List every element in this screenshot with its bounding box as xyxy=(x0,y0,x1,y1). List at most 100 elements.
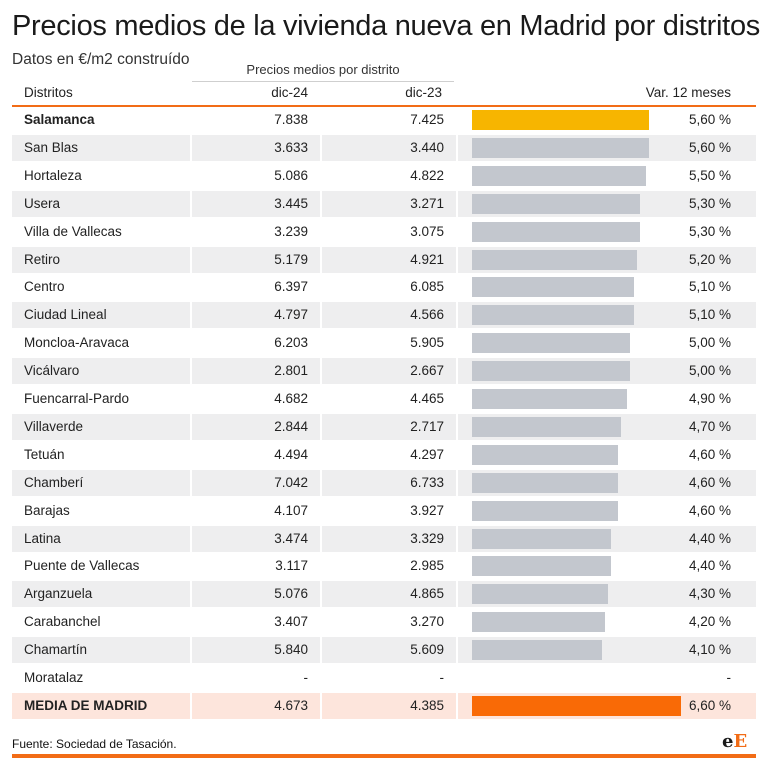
price-dic24: 6.203 xyxy=(274,335,308,351)
variation-label: 5,20 % xyxy=(688,251,731,267)
variation-cell: 5,00 % xyxy=(458,330,756,356)
variation-label: 4,10 % xyxy=(688,642,731,658)
district-name: Retiro xyxy=(12,246,190,273)
district-name: Centro xyxy=(24,279,65,295)
price-dic24: 7.042 xyxy=(192,469,320,496)
price-dic23: 7.425 xyxy=(410,112,444,127)
price-dic23: 4.822 xyxy=(410,167,444,183)
variation-cell: 5,20 % xyxy=(458,246,756,273)
price-dic24: 3.239 xyxy=(274,223,308,239)
variation-label: - xyxy=(726,670,732,685)
group-header: Precios medios por distrito xyxy=(192,62,454,82)
variation-label: 5,30 % xyxy=(688,195,731,211)
district-name: Puente de Vallecas xyxy=(24,558,140,574)
district-name: Ciudad Lineal xyxy=(12,302,190,329)
variation-label: 4,60 % xyxy=(688,474,731,490)
variation-bar xyxy=(472,193,640,214)
price-dic24: 5.179 xyxy=(192,246,320,273)
table-row: Chamartín 5.840 5.609 4,10 % xyxy=(12,637,756,665)
price-dic23: 6.733 xyxy=(322,469,456,496)
price-dic23: - xyxy=(439,670,445,685)
table-row: Retiro 5.179 4.921 5,20 % xyxy=(12,246,756,275)
table-row: Moncloa-Aravaca 6.203 5.905 5,00 % xyxy=(12,330,756,358)
price-dic24: 4.673 xyxy=(192,692,320,719)
variation-bar xyxy=(472,361,631,382)
price-dic23: 4.465 xyxy=(410,391,444,406)
variation-bar xyxy=(472,333,631,354)
table-row: Barajas 4.107 3.927 4,60 % xyxy=(12,498,756,526)
price-dic23: 3.271 xyxy=(322,190,456,217)
variation-label: 5,30 % xyxy=(688,223,731,239)
price-dic24: 2.844 xyxy=(192,413,320,440)
variation-cell: 4,70 % xyxy=(458,413,756,440)
variation-bar xyxy=(472,165,647,186)
price-dic23: 2.667 xyxy=(322,358,456,385)
district-name: Villa de Vallecas xyxy=(24,223,122,239)
district-name: Villaverde xyxy=(12,413,190,440)
price-dic23: 2.985 xyxy=(410,558,444,574)
table-row: Hortaleza 5.086 4.822 5,50 % xyxy=(12,163,756,191)
variation-label: 4,30 % xyxy=(688,586,731,602)
district-name: Chamberí xyxy=(12,469,190,496)
variation-cell: 5,60 % xyxy=(458,107,756,133)
variation-label: 5,50 % xyxy=(688,167,731,183)
publisher-logo: eE xyxy=(722,731,748,752)
price-dic24: 3.445 xyxy=(192,190,320,217)
price-dic24: - xyxy=(303,670,309,685)
price-dic24: 5.076 xyxy=(192,581,320,608)
variation-cell: 4,60 % xyxy=(458,469,756,496)
price-dic24: 3.117 xyxy=(275,558,308,574)
price-dic24: 5.840 xyxy=(192,637,320,664)
district-name: Tetuán xyxy=(24,446,65,462)
variation-bar xyxy=(472,110,650,130)
variation-bar xyxy=(472,249,637,270)
variation-cell: 6,60 % xyxy=(458,692,756,719)
variation-label: 5,60 % xyxy=(688,139,731,155)
variation-cell: 5,10 % xyxy=(458,274,756,300)
table-row: Centro 6.397 6.085 5,10 % xyxy=(12,274,756,302)
variation-label: 4,40 % xyxy=(688,530,731,546)
variation-cell: 4,60 % xyxy=(458,442,756,468)
variation-cell: 4,40 % xyxy=(458,525,756,552)
variation-bar xyxy=(472,444,618,465)
price-dic24: 3.474 xyxy=(192,525,320,552)
variation-bar xyxy=(472,556,612,577)
district-name: Carabanchel xyxy=(24,614,101,630)
variation-cell: 5,30 % xyxy=(458,219,756,245)
variation-cell: 5,00 % xyxy=(458,358,756,385)
price-dic23: 2.717 xyxy=(322,413,456,440)
district-name: Latina xyxy=(12,525,190,552)
table-row: San Blas 3.633 3.440 5,60 % xyxy=(12,134,756,163)
variation-bar xyxy=(472,389,628,409)
price-dic24: 4.682 xyxy=(274,391,308,406)
variation-label: 4,60 % xyxy=(688,502,731,518)
variation-cell: 4,10 % xyxy=(458,637,756,664)
variation-label: 4,90 % xyxy=(688,391,731,406)
district-name: San Blas xyxy=(12,134,190,161)
district-name: Usera xyxy=(12,190,190,217)
variation-bar xyxy=(472,221,640,242)
variation-bar xyxy=(472,305,634,326)
price-dic24: 4.107 xyxy=(274,502,308,518)
price-dic24: 5.086 xyxy=(274,167,308,183)
table-row: Latina 3.474 3.329 4,40 % xyxy=(12,525,756,554)
variation-cell: 4,30 % xyxy=(458,581,756,608)
variation-cell: 5,60 % xyxy=(458,134,756,161)
variation-bar xyxy=(472,584,609,605)
variation-label: 4,60 % xyxy=(688,446,731,462)
variation-label: 6,60 % xyxy=(688,697,731,713)
price-dic24: 6.397 xyxy=(274,279,308,295)
table-row: Arganzuela 5.076 4.865 4,30 % xyxy=(12,581,756,609)
table-row: Moratalaz - - - xyxy=(12,665,756,693)
table-row: Salamanca 7.838 7.425 5,60 % xyxy=(12,107,756,135)
source-note: Fuente: Sociedad de Tasación. xyxy=(12,737,177,751)
variation-label: 5,00 % xyxy=(688,335,731,351)
price-dic24: 3.407 xyxy=(274,614,308,630)
variation-cell: 4,40 % xyxy=(458,553,756,579)
variation-label: 5,10 % xyxy=(688,307,731,323)
district-name: MEDIA DE MADRID xyxy=(12,692,190,719)
variation-cell: 5,30 % xyxy=(458,190,756,217)
table-row: Villa de Vallecas 3.239 3.075 5,30 % xyxy=(12,219,756,247)
chart-title: Precios medios de la vivienda nueva en M… xyxy=(12,10,760,42)
price-dic24: 3.633 xyxy=(192,134,320,161)
